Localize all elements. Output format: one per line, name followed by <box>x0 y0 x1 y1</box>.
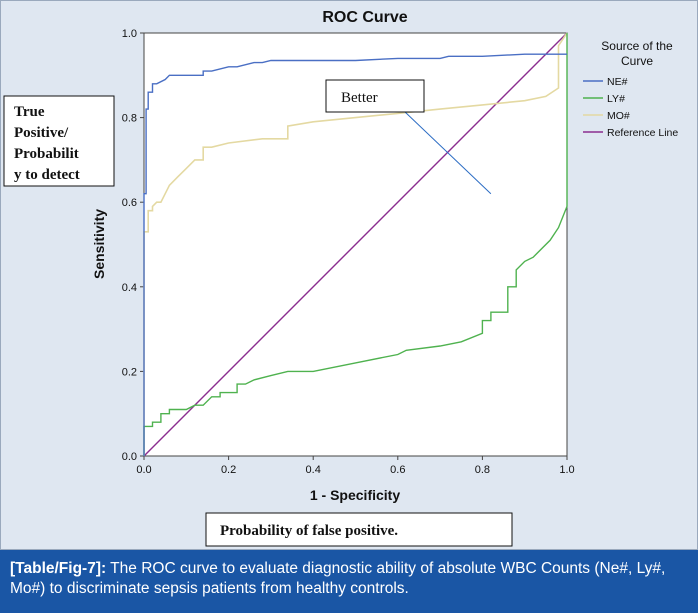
true-positive-note-line-1: True <box>14 104 45 120</box>
legend-title-line-2: Curve <box>621 54 653 68</box>
x-tick-label: 1.0 <box>559 464 574 476</box>
chart-title: ROC Curve <box>322 9 407 26</box>
y-tick-label: 0.8 <box>122 113 137 125</box>
y-tick-label: 1.0 <box>122 28 137 40</box>
x-axis-ticks: 0.0 0.2 0.4 0.6 0.8 1.0 <box>136 456 575 476</box>
false-positive-note-box <box>205 512 513 547</box>
y-axis-ticks: 0.0 0.2 0.4 0.6 0.8 1.0 <box>122 28 144 463</box>
y-tick-label: 0.0 <box>122 451 137 463</box>
y-axis-label: Sensitivity <box>91 209 107 279</box>
legend-label-mo: MO# <box>607 110 630 122</box>
caption-text: The ROC curve to evaluate diagnostic abi… <box>10 560 666 597</box>
y-tick-label: 0.2 <box>122 366 137 378</box>
y-tick-label: 0.6 <box>122 197 137 209</box>
legend-label-reference-line: Reference Line <box>607 127 678 139</box>
figure-caption: [Table/Fig-7]: The ROC curve to evaluate… <box>0 550 698 613</box>
legend-label-ne: NE# <box>607 76 628 88</box>
legend-title-line-1: Source of the <box>601 39 673 53</box>
true-positive-note-line-2: Positive/ <box>14 125 69 141</box>
caption-label: [Table/Fig-7]: <box>10 560 107 577</box>
x-tick-label: 0.2 <box>221 464 236 476</box>
x-tick-label: 0.4 <box>306 464 321 476</box>
series-line-ly <box>143 33 568 456</box>
x-tick-label: 0.8 <box>475 464 490 476</box>
true-positive-note-box <box>3 95 115 187</box>
true-positive-note-line-3: Probabilit <box>14 146 79 162</box>
x-tick-label: 0.0 <box>136 464 151 476</box>
false-positive-note: Probability of false positive. <box>220 523 398 539</box>
x-tick-label: 0.6 <box>390 464 405 476</box>
series-line-mo <box>143 32 568 456</box>
y-tick-label: 0.4 <box>122 282 137 294</box>
better-callout-text: Better <box>341 90 378 106</box>
series-layer <box>143 32 568 457</box>
better-pointer-line <box>401 108 492 195</box>
legend: NE# LY# MO# Reference Line <box>583 76 678 139</box>
better-callout-box <box>325 79 425 113</box>
legend-label-ly: LY# <box>607 93 625 105</box>
x-axis-label: 1 - Specificity <box>310 487 400 503</box>
series-line-ne <box>143 53 567 456</box>
true-positive-note-line-4: y to detect <box>14 167 80 183</box>
roc-chart: ROC Curve 0.0 0.2 0.4 0.6 0.8 1.0 0.00.20.40.… <box>3 9 678 547</box>
